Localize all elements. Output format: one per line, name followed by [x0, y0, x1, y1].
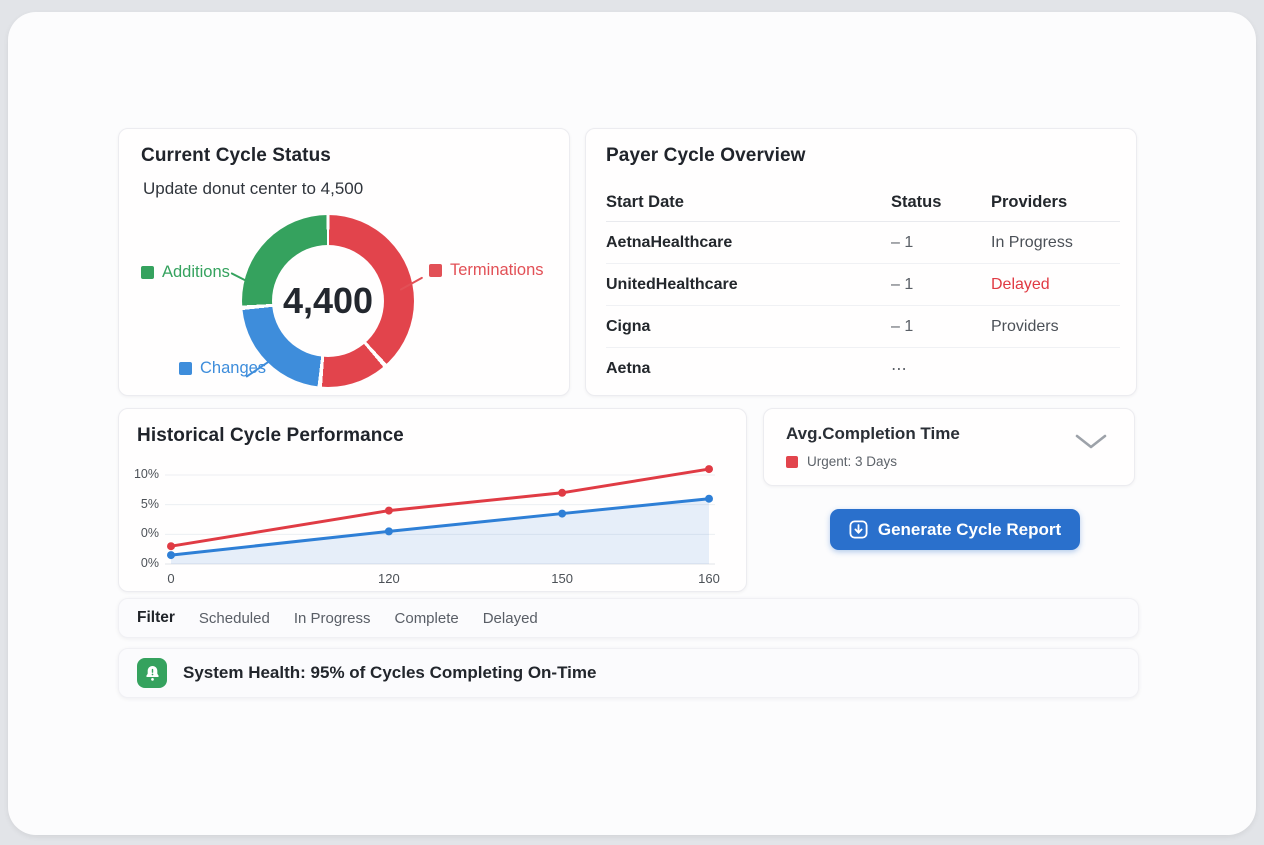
terminations-swatch-icon — [429, 264, 442, 277]
providers-cell: Providers — [991, 318, 1120, 336]
x-tick-label: 150 — [551, 571, 573, 586]
current-cycle-status-title: Current Cycle Status — [141, 145, 331, 167]
table-row: Cigna– 1Providers — [606, 305, 1120, 347]
providers-cell: Delayed — [991, 276, 1120, 294]
donut-subtitle: Update donut center to 4,500 — [143, 179, 363, 199]
filter-option-scheduled[interactable]: Scheduled — [199, 610, 270, 627]
x-tick-label: 120 — [378, 571, 400, 586]
urgent-swatch-icon — [786, 456, 798, 468]
column-start-date: Start Date — [606, 193, 891, 212]
status-cell: – 1 — [891, 276, 991, 294]
payer-overview-title: Payer Cycle Overview — [606, 145, 806, 167]
system-health-banner: System Health: 95% of Cycles Completing … — [118, 648, 1139, 698]
payer-name-cell: UnitedHealthcare — [606, 276, 891, 294]
filter-options: Scheduled In Progress Complete Delayed — [199, 610, 538, 627]
chart-x-axis-labels: 0120150160 — [165, 571, 715, 587]
payer-cycle-overview-card: Payer Cycle Overview Start Date Status P… — [585, 128, 1137, 396]
y-tick-label: 5% — [141, 497, 159, 511]
row-more-button[interactable]: ⋯ — [891, 359, 991, 379]
line-chart-svg[interactable] — [165, 465, 715, 570]
table-row: UnitedHealthcare– 1Delayed — [606, 263, 1120, 305]
legend-terminations-label: Terminations — [450, 261, 544, 280]
filter-label: Filter — [137, 609, 175, 627]
chevron-down-icon[interactable] — [1074, 433, 1108, 451]
filter-option-in-progress[interactable]: In Progress — [294, 610, 371, 627]
status-cell: – 1 — [891, 234, 991, 252]
filter-option-delayed[interactable]: Delayed — [483, 610, 538, 627]
payer-name-cell: Cigna — [606, 318, 891, 336]
historical-performance-title: Historical Cycle Performance — [137, 425, 404, 447]
avg-completion-time-card[interactable]: Avg.Completion Time Urgent: 3 Days — [763, 408, 1135, 486]
current-cycle-status-card: Current Cycle Status Update donut center… — [118, 128, 570, 396]
table-row: AetnaHealthcare– 1In Progress — [606, 221, 1120, 263]
filter-bar: Filter Scheduled In Progress Complete Delay… — [118, 598, 1139, 638]
legend-additions-label: Additions — [162, 263, 230, 282]
table-header: Start Date Status Providers — [606, 187, 1120, 217]
generate-report-label: Generate Cycle Report — [878, 520, 1061, 540]
payer-name-cell: AetnaHealthcare — [606, 234, 891, 252]
additions-swatch-icon — [141, 266, 154, 279]
column-providers: Providers — [991, 193, 1120, 212]
payer-table-body: AetnaHealthcare– 1In ProgressUnitedHealt… — [606, 221, 1120, 389]
system-health-message: System Health: 95% of Cycles Completing … — [183, 663, 596, 683]
alert-bell-icon — [137, 658, 167, 688]
filter-option-complete[interactable]: Complete — [395, 610, 459, 627]
donut-center-value: 4,400 — [242, 215, 414, 387]
chart-y-axis-labels: 10% 5% 0% 0% — [121, 465, 159, 570]
x-tick-label: 0 — [167, 571, 174, 586]
x-tick-label: 160 — [698, 571, 720, 586]
providers-cell: In Progress — [991, 234, 1120, 252]
y-tick-label: 0% — [141, 526, 159, 540]
legend-terminations[interactable]: Terminations — [429, 261, 544, 280]
table-row: Aetna⋯ — [606, 347, 1120, 389]
column-status: Status — [891, 193, 991, 212]
y-tick-label: 10% — [134, 467, 159, 481]
export-report-icon — [849, 520, 868, 539]
urgent-legend-row: Urgent: 3 Days — [786, 454, 897, 469]
y-tick-label: 0% — [141, 556, 159, 570]
payer-name-cell: Aetna — [606, 360, 891, 378]
app-window: Current Cycle Status Update donut center… — [8, 12, 1256, 835]
historical-performance-card: Historical Cycle Performance 10% 5% 0% 0% 0… — [118, 408, 747, 592]
urgent-label: Urgent: 3 Days — [807, 454, 897, 469]
generate-cycle-report-button[interactable]: Generate Cycle Report — [830, 509, 1080, 550]
legend-additions[interactable]: Additions — [141, 263, 230, 282]
avg-completion-title: Avg.Completion Time — [786, 424, 960, 444]
changes-swatch-icon — [179, 362, 192, 375]
status-cell: – 1 — [891, 318, 991, 336]
